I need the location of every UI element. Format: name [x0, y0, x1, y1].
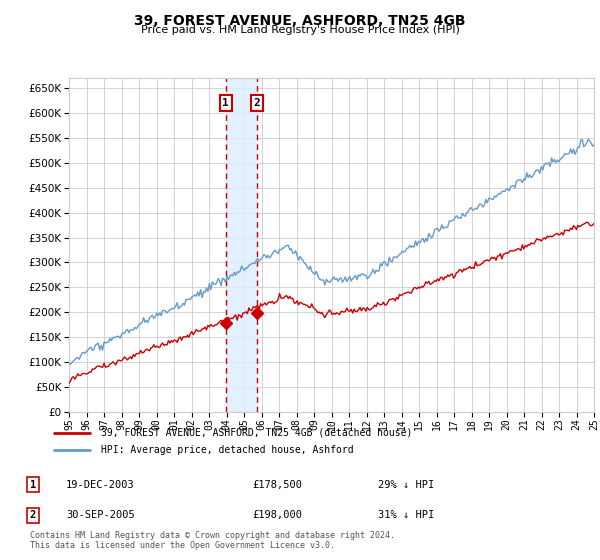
Text: 29% ↓ HPI: 29% ↓ HPI [378, 479, 434, 489]
Text: Price paid vs. HM Land Registry's House Price Index (HPI): Price paid vs. HM Land Registry's House … [140, 25, 460, 35]
Text: 31% ↓ HPI: 31% ↓ HPI [378, 510, 434, 520]
Text: £178,500: £178,500 [252, 479, 302, 489]
Text: 2: 2 [30, 510, 36, 520]
Text: 30-SEP-2005: 30-SEP-2005 [66, 510, 135, 520]
Text: 19-DEC-2003: 19-DEC-2003 [66, 479, 135, 489]
Text: 1: 1 [223, 98, 229, 108]
Text: Contains HM Land Registry data © Crown copyright and database right 2024.
This d: Contains HM Land Registry data © Crown c… [30, 530, 395, 550]
Text: HPI: Average price, detached house, Ashford: HPI: Average price, detached house, Ashf… [101, 445, 354, 455]
Text: 2: 2 [254, 98, 260, 108]
Text: 1: 1 [30, 479, 36, 489]
Text: 39, FOREST AVENUE, ASHFORD, TN25 4GB (detached house): 39, FOREST AVENUE, ASHFORD, TN25 4GB (de… [101, 428, 413, 437]
Text: £198,000: £198,000 [252, 510, 302, 520]
Bar [226, 78, 257, 412]
Text: 39, FOREST AVENUE, ASHFORD, TN25 4GB: 39, FOREST AVENUE, ASHFORD, TN25 4GB [134, 14, 466, 28]
